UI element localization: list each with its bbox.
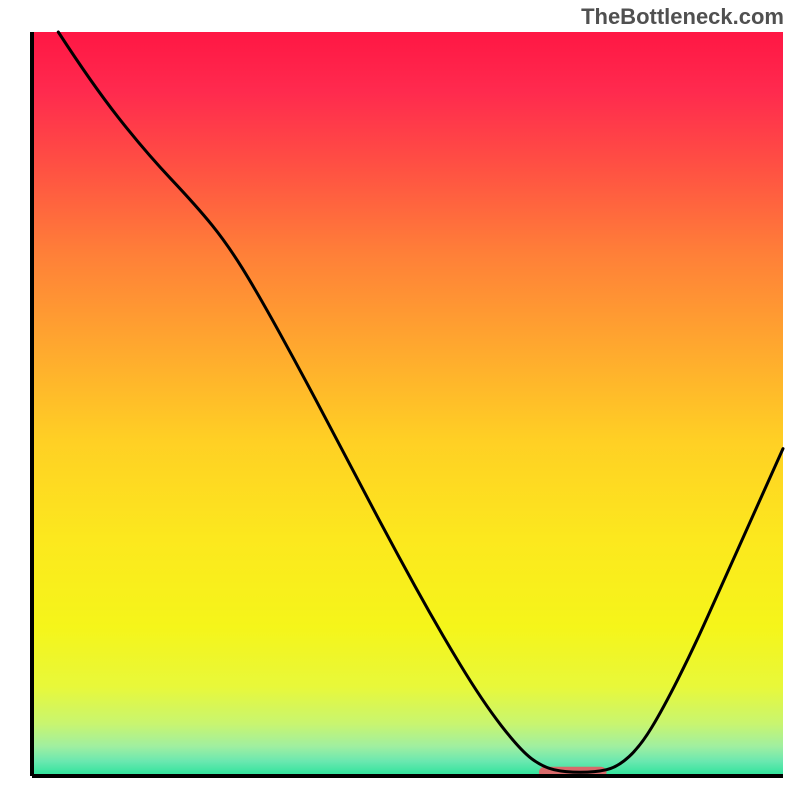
watermark-text: TheBottleneck.com — [581, 4, 784, 30]
chart-container: TheBottleneck.com — [0, 0, 800, 800]
plot-background — [32, 32, 783, 776]
bottleneck-chart — [0, 0, 800, 800]
